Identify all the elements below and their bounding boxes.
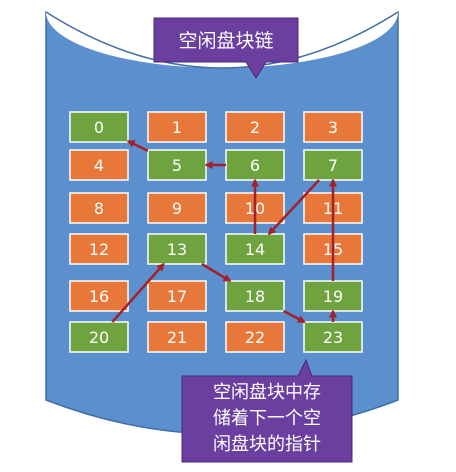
disk-block-14: 14 — [225, 233, 285, 265]
block-rect-3 — [303, 111, 363, 143]
block-label-3: 3 — [328, 118, 338, 137]
block-rect-16 — [69, 280, 129, 312]
block-label-2: 2 — [250, 118, 260, 137]
disk-block-1: 1 — [147, 111, 207, 143]
block-rect-5 — [147, 149, 207, 181]
block-label-18: 18 — [245, 287, 265, 306]
note-callout-line-1: 空闲盘块中存 — [213, 382, 321, 403]
disk-block-4: 4 — [69, 149, 129, 181]
block-label-5: 5 — [172, 156, 182, 175]
block-rect-19 — [303, 280, 363, 312]
block-label-14: 14 — [245, 240, 265, 259]
block-label-7: 7 — [328, 156, 338, 175]
disk-block-21: 21 — [147, 321, 207, 353]
block-label-6: 6 — [250, 156, 260, 175]
disk-block-8: 8 — [69, 192, 129, 224]
note-callout-line-2: 储着下一个空 — [213, 408, 321, 429]
block-label-22: 22 — [245, 328, 265, 347]
chain-arrow-13-to-18 — [201, 262, 232, 283]
note-callout-bubble — [181, 358, 353, 463]
block-rect-17 — [147, 280, 207, 312]
disk-top-rim — [45, 11, 399, 69]
disk-block-20: 20 — [69, 321, 129, 353]
block-rect-20 — [69, 321, 129, 353]
free-chain-arrows — [111, 140, 337, 324]
block-rect-9 — [147, 192, 207, 224]
disk-block-19: 19 — [303, 280, 363, 312]
block-label-16: 16 — [89, 287, 109, 306]
note-callout-line-3: 闲盘块的指针 — [213, 434, 321, 455]
block-rect-4 — [69, 149, 129, 181]
block-label-20: 20 — [89, 328, 109, 347]
block-label-12: 12 — [89, 240, 109, 259]
block-label-9: 9 — [172, 199, 182, 218]
block-rect-21 — [147, 321, 207, 353]
block-label-13: 13 — [167, 240, 187, 259]
block-label-8: 8 — [94, 199, 104, 218]
title-callout: 空闲盘块链 — [153, 17, 299, 79]
chain-arrow-5-to-0 — [126, 140, 149, 152]
chain-arrow-18-to-23 — [282, 309, 306, 324]
disk-block-17: 17 — [147, 280, 207, 312]
chain-arrow-7-to-14 — [267, 179, 320, 236]
block-label-23: 23 — [323, 328, 343, 347]
block-label-21: 21 — [167, 328, 187, 347]
title-callout-text: 空闲盘块链 — [178, 30, 273, 52]
block-rect-22 — [225, 321, 285, 353]
disk-block-3: 3 — [303, 111, 363, 143]
block-rect-7 — [303, 149, 363, 181]
block-rect-1 — [147, 111, 207, 143]
block-label-17: 17 — [167, 287, 187, 306]
block-rect-8 — [69, 192, 129, 224]
block-rect-0 — [69, 111, 129, 143]
disk-block-12: 12 — [69, 233, 129, 265]
note-callout: 空闲盘块中存 储着下一个空 闲盘块的指针 — [181, 358, 353, 463]
disk-block-16: 16 — [69, 280, 129, 312]
block-rect-2 — [225, 111, 285, 143]
disk-block-7: 7 — [303, 149, 363, 181]
block-rect-13 — [147, 233, 207, 265]
disk-block-23: 23 — [303, 321, 363, 353]
disk-block-6: 6 — [225, 149, 285, 181]
block-label-19: 19 — [323, 287, 343, 306]
disk-block-2: 2 — [225, 111, 285, 143]
disk-block-13: 13 — [147, 233, 207, 265]
block-rect-18 — [225, 280, 285, 312]
disk-block-9: 9 — [147, 192, 207, 224]
disk-block-22: 22 — [225, 321, 285, 353]
chain-arrow-20-to-13 — [111, 262, 165, 323]
block-label-1: 1 — [172, 118, 182, 137]
disk-block-18: 18 — [225, 280, 285, 312]
title-callout-bubble — [153, 17, 299, 79]
block-label-4: 4 — [94, 156, 104, 175]
block-rect-14 — [225, 233, 285, 265]
disk-block-5: 5 — [147, 149, 207, 181]
disk-block-0: 0 — [69, 111, 129, 143]
block-label-0: 0 — [94, 118, 104, 137]
block-rect-12 — [69, 233, 129, 265]
